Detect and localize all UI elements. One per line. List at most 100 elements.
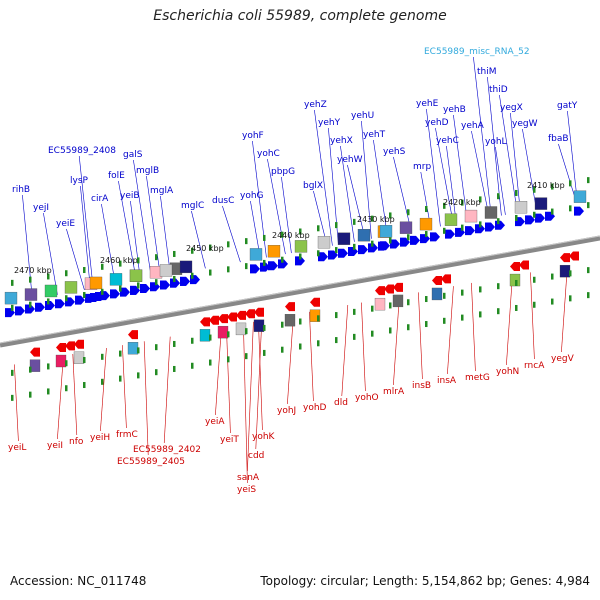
tick-mark — [227, 241, 230, 248]
tick-mark — [227, 266, 230, 273]
leader-line — [393, 295, 400, 386]
bottom-gene-label: mlrA — [383, 387, 405, 397]
bottom-gene-label: yohD — [303, 403, 327, 413]
gene-box — [337, 232, 351, 245]
tick-mark — [533, 186, 536, 193]
tick-mark — [29, 366, 32, 373]
tick-mark — [281, 321, 284, 328]
top-gene-label: galS — [123, 150, 143, 160]
tick-mark — [533, 211, 536, 218]
forward-gene-arrow — [120, 287, 130, 297]
tick-mark — [425, 321, 428, 328]
reverse-gene-arrow — [384, 284, 394, 294]
tick-mark — [83, 267, 86, 274]
leader-line — [43, 212, 58, 295]
leader-line — [561, 265, 568, 353]
forward-gene-arrow — [535, 213, 545, 223]
bottom-gene-label: EC55989_2402 — [133, 445, 201, 455]
top-gene-label: cirA — [91, 194, 109, 204]
leader-line — [100, 348, 107, 432]
leader-line — [287, 314, 294, 405]
tick-mark — [119, 260, 122, 267]
gene-box — [431, 287, 443, 301]
gene-box — [24, 288, 38, 301]
tick-mark — [569, 270, 572, 277]
kbp-label: 2460 kbp — [100, 256, 138, 265]
tick-mark — [101, 378, 104, 385]
top-gene-label: yehD — [425, 118, 449, 128]
gene-box — [374, 297, 386, 311]
tick-mark — [83, 292, 86, 299]
tick-mark — [335, 247, 338, 254]
forward-gene-arrow — [465, 226, 475, 236]
tick-mark — [29, 391, 32, 398]
top-gene-label: pbpG — [271, 167, 295, 177]
gene-box — [55, 354, 67, 368]
tick-mark — [173, 275, 176, 282]
gene-box — [464, 209, 478, 223]
tick-mark — [155, 279, 158, 286]
leader-line — [473, 56, 492, 218]
kbp-label: 2410 kbp — [527, 181, 565, 190]
forward-gene-arrow — [15, 306, 25, 316]
tick-mark — [443, 202, 446, 209]
tick-mark — [263, 349, 266, 356]
leader-line — [341, 304, 349, 397]
forward-gene-arrow — [574, 206, 584, 216]
forward-gene-arrow — [485, 222, 495, 232]
reverse-gene-arrow — [510, 262, 520, 272]
top-gene-label: thiD — [489, 85, 508, 95]
tick-mark — [551, 183, 554, 190]
tick-mark — [281, 256, 284, 263]
leader-line — [453, 114, 468, 222]
leader-line — [226, 326, 231, 434]
leader-line — [522, 128, 537, 210]
top-gene-label: yehT — [363, 130, 386, 140]
leader-line — [222, 205, 241, 263]
tick-mark — [47, 363, 50, 370]
top-gene-label: yehA — [461, 121, 485, 131]
top-gene-label: rihB — [12, 185, 30, 195]
forward-gene-arrow — [170, 278, 180, 288]
forward-gene-arrow — [338, 248, 348, 258]
tick-mark — [353, 218, 356, 225]
gene-box — [534, 197, 548, 210]
reverse-gene-arrow — [441, 274, 451, 284]
bottom-gene-label: insB — [412, 381, 431, 391]
leader-line — [78, 155, 94, 289]
tick-mark — [407, 299, 410, 306]
tick-mark — [65, 360, 68, 367]
reverse-gene-arrow — [30, 347, 40, 357]
gene-box — [217, 325, 229, 339]
bottom-gene-label: yohJ — [277, 406, 296, 416]
tick-mark — [299, 343, 302, 350]
tick-mark — [515, 214, 518, 221]
gene-box — [317, 236, 331, 249]
forward-gene-arrow — [90, 292, 100, 302]
top-gene-label: yejI — [33, 203, 49, 213]
gene-box — [444, 213, 458, 226]
bottom-gene-label: insA — [437, 376, 457, 386]
tick-mark — [47, 298, 50, 305]
tick-mark — [227, 356, 230, 363]
gene-box — [235, 322, 247, 336]
leader-line — [143, 341, 149, 456]
gene-box — [559, 264, 571, 278]
forward-gene-arrow — [180, 276, 190, 286]
forward-gene-arrow — [75, 295, 85, 305]
bottom-gene-label: yeiH — [90, 433, 110, 443]
leader-line — [447, 286, 454, 375]
gene-box — [267, 245, 281, 258]
tick-mark — [497, 308, 500, 315]
tick-mark — [371, 330, 374, 337]
leader-line — [373, 139, 388, 236]
forward-gene-arrow — [358, 245, 368, 255]
tick-mark — [533, 276, 536, 283]
forward-gene-arrow — [250, 264, 260, 274]
tick-mark — [47, 388, 50, 395]
kbp-label: 2450 kbp — [186, 244, 224, 253]
tick-mark — [425, 231, 428, 238]
bottom-gene-label: rncA — [524, 361, 545, 371]
tick-mark — [263, 324, 266, 331]
gene-box — [514, 201, 528, 214]
